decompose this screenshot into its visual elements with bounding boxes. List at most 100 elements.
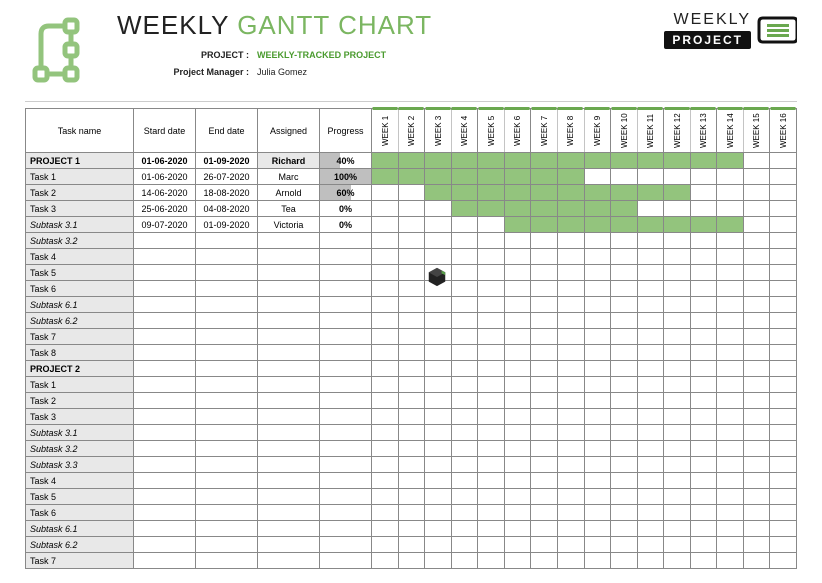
- week-cell: [531, 457, 558, 473]
- week-cell: [584, 537, 611, 553]
- header: WEEKLY GANTT CHART PROJECT : WEEKLY-TRAC…: [25, 10, 797, 93]
- week-cell: [611, 297, 638, 313]
- table-row: Task 6: [26, 505, 797, 521]
- progress-cell: [320, 537, 372, 553]
- week-cell: [478, 313, 505, 329]
- progress-cell: [320, 425, 372, 441]
- week-cell: [531, 377, 558, 393]
- week-cell: [504, 185, 531, 201]
- week-cell: [743, 281, 770, 297]
- week-cell: [770, 265, 797, 281]
- end-date-cell: 01-09-2020: [196, 217, 258, 233]
- week-cell: [372, 217, 399, 233]
- week-cell: [531, 153, 558, 169]
- assigned-cell: [258, 313, 320, 329]
- week-cell: [690, 409, 717, 425]
- week-cell: [690, 265, 717, 281]
- progress-cell: [320, 553, 372, 569]
- week-cell: [637, 233, 664, 249]
- week-cell: [611, 233, 638, 249]
- week-cell: [717, 345, 744, 361]
- progress-label: 0%: [339, 220, 352, 230]
- week-cell: [637, 265, 664, 281]
- task-name-cell: Subtask 6.2: [26, 537, 134, 553]
- week-cell: [425, 153, 452, 169]
- week-cell: [717, 217, 744, 233]
- week-cell: [425, 345, 452, 361]
- week-cell: [637, 457, 664, 473]
- progress-cell: 0%: [320, 217, 372, 233]
- title-part2: GANTT CHART: [237, 10, 432, 40]
- progress-cell: 0%: [320, 201, 372, 217]
- week-cell: [743, 169, 770, 185]
- week-cell: [451, 233, 478, 249]
- col-task: Task name: [26, 109, 134, 153]
- project-label: PROJECT :: [167, 47, 257, 64]
- progress-cell: [320, 473, 372, 489]
- week-cell: [664, 553, 691, 569]
- week-cell: [690, 249, 717, 265]
- week-cell: [478, 233, 505, 249]
- week-cell: [531, 361, 558, 377]
- task-name-cell: PROJECT 2: [26, 361, 134, 377]
- week-cell: [557, 393, 584, 409]
- week-cell: [690, 169, 717, 185]
- week-cell: [425, 201, 452, 217]
- week-cell: [717, 185, 744, 201]
- week-cell: [637, 553, 664, 569]
- week-cell: [398, 505, 425, 521]
- week-cell: [372, 537, 399, 553]
- week-cell: [451, 537, 478, 553]
- week-cell: [664, 409, 691, 425]
- table-row: Subtask 6.2: [26, 537, 797, 553]
- week-cell: [451, 313, 478, 329]
- week-cell: [717, 329, 744, 345]
- assigned-cell: [258, 361, 320, 377]
- week-cell: [664, 345, 691, 361]
- table-row: Task 6: [26, 281, 797, 297]
- task-name-cell: Subtask 6.2: [26, 313, 134, 329]
- progress-cell: [320, 281, 372, 297]
- week-cell: [637, 297, 664, 313]
- week-cell: [504, 217, 531, 233]
- week-cell: [372, 521, 399, 537]
- week-cell: [531, 393, 558, 409]
- week-cell: [611, 473, 638, 489]
- week-cell: [531, 489, 558, 505]
- week-cell: [664, 329, 691, 345]
- week-cell: [372, 201, 399, 217]
- end-date-cell: [196, 233, 258, 249]
- week-cell: [504, 489, 531, 505]
- week-cell: [372, 329, 399, 345]
- week-cell: [637, 361, 664, 377]
- week-cell: [478, 377, 505, 393]
- week-cell: [451, 361, 478, 377]
- week-cell: [557, 409, 584, 425]
- week-cell: [690, 393, 717, 409]
- week-cell: [478, 505, 505, 521]
- week-cell: [425, 329, 452, 345]
- week-cell: [770, 553, 797, 569]
- week-cell: [664, 169, 691, 185]
- week-cell: [743, 425, 770, 441]
- start-date-cell: [134, 425, 196, 441]
- week-cell: [531, 185, 558, 201]
- week-cell: [557, 249, 584, 265]
- week-cell: [770, 393, 797, 409]
- col-week-14: WEEK 14: [717, 109, 744, 153]
- table-row: Task 5: [26, 489, 797, 505]
- week-cell: [531, 505, 558, 521]
- table-row: Task 4: [26, 473, 797, 489]
- col-progress: Progress: [320, 109, 372, 153]
- week-cell: [717, 281, 744, 297]
- logo-right: WEEKLY PROJECT: [664, 10, 797, 50]
- week-cell: [372, 297, 399, 313]
- week-cell: [637, 249, 664, 265]
- week-cell: [743, 473, 770, 489]
- progress-cell: [320, 505, 372, 521]
- week-cell: [451, 281, 478, 297]
- end-date-cell: [196, 281, 258, 297]
- week-cell: [398, 265, 425, 281]
- assigned-cell: Marc: [258, 169, 320, 185]
- week-cell: [531, 553, 558, 569]
